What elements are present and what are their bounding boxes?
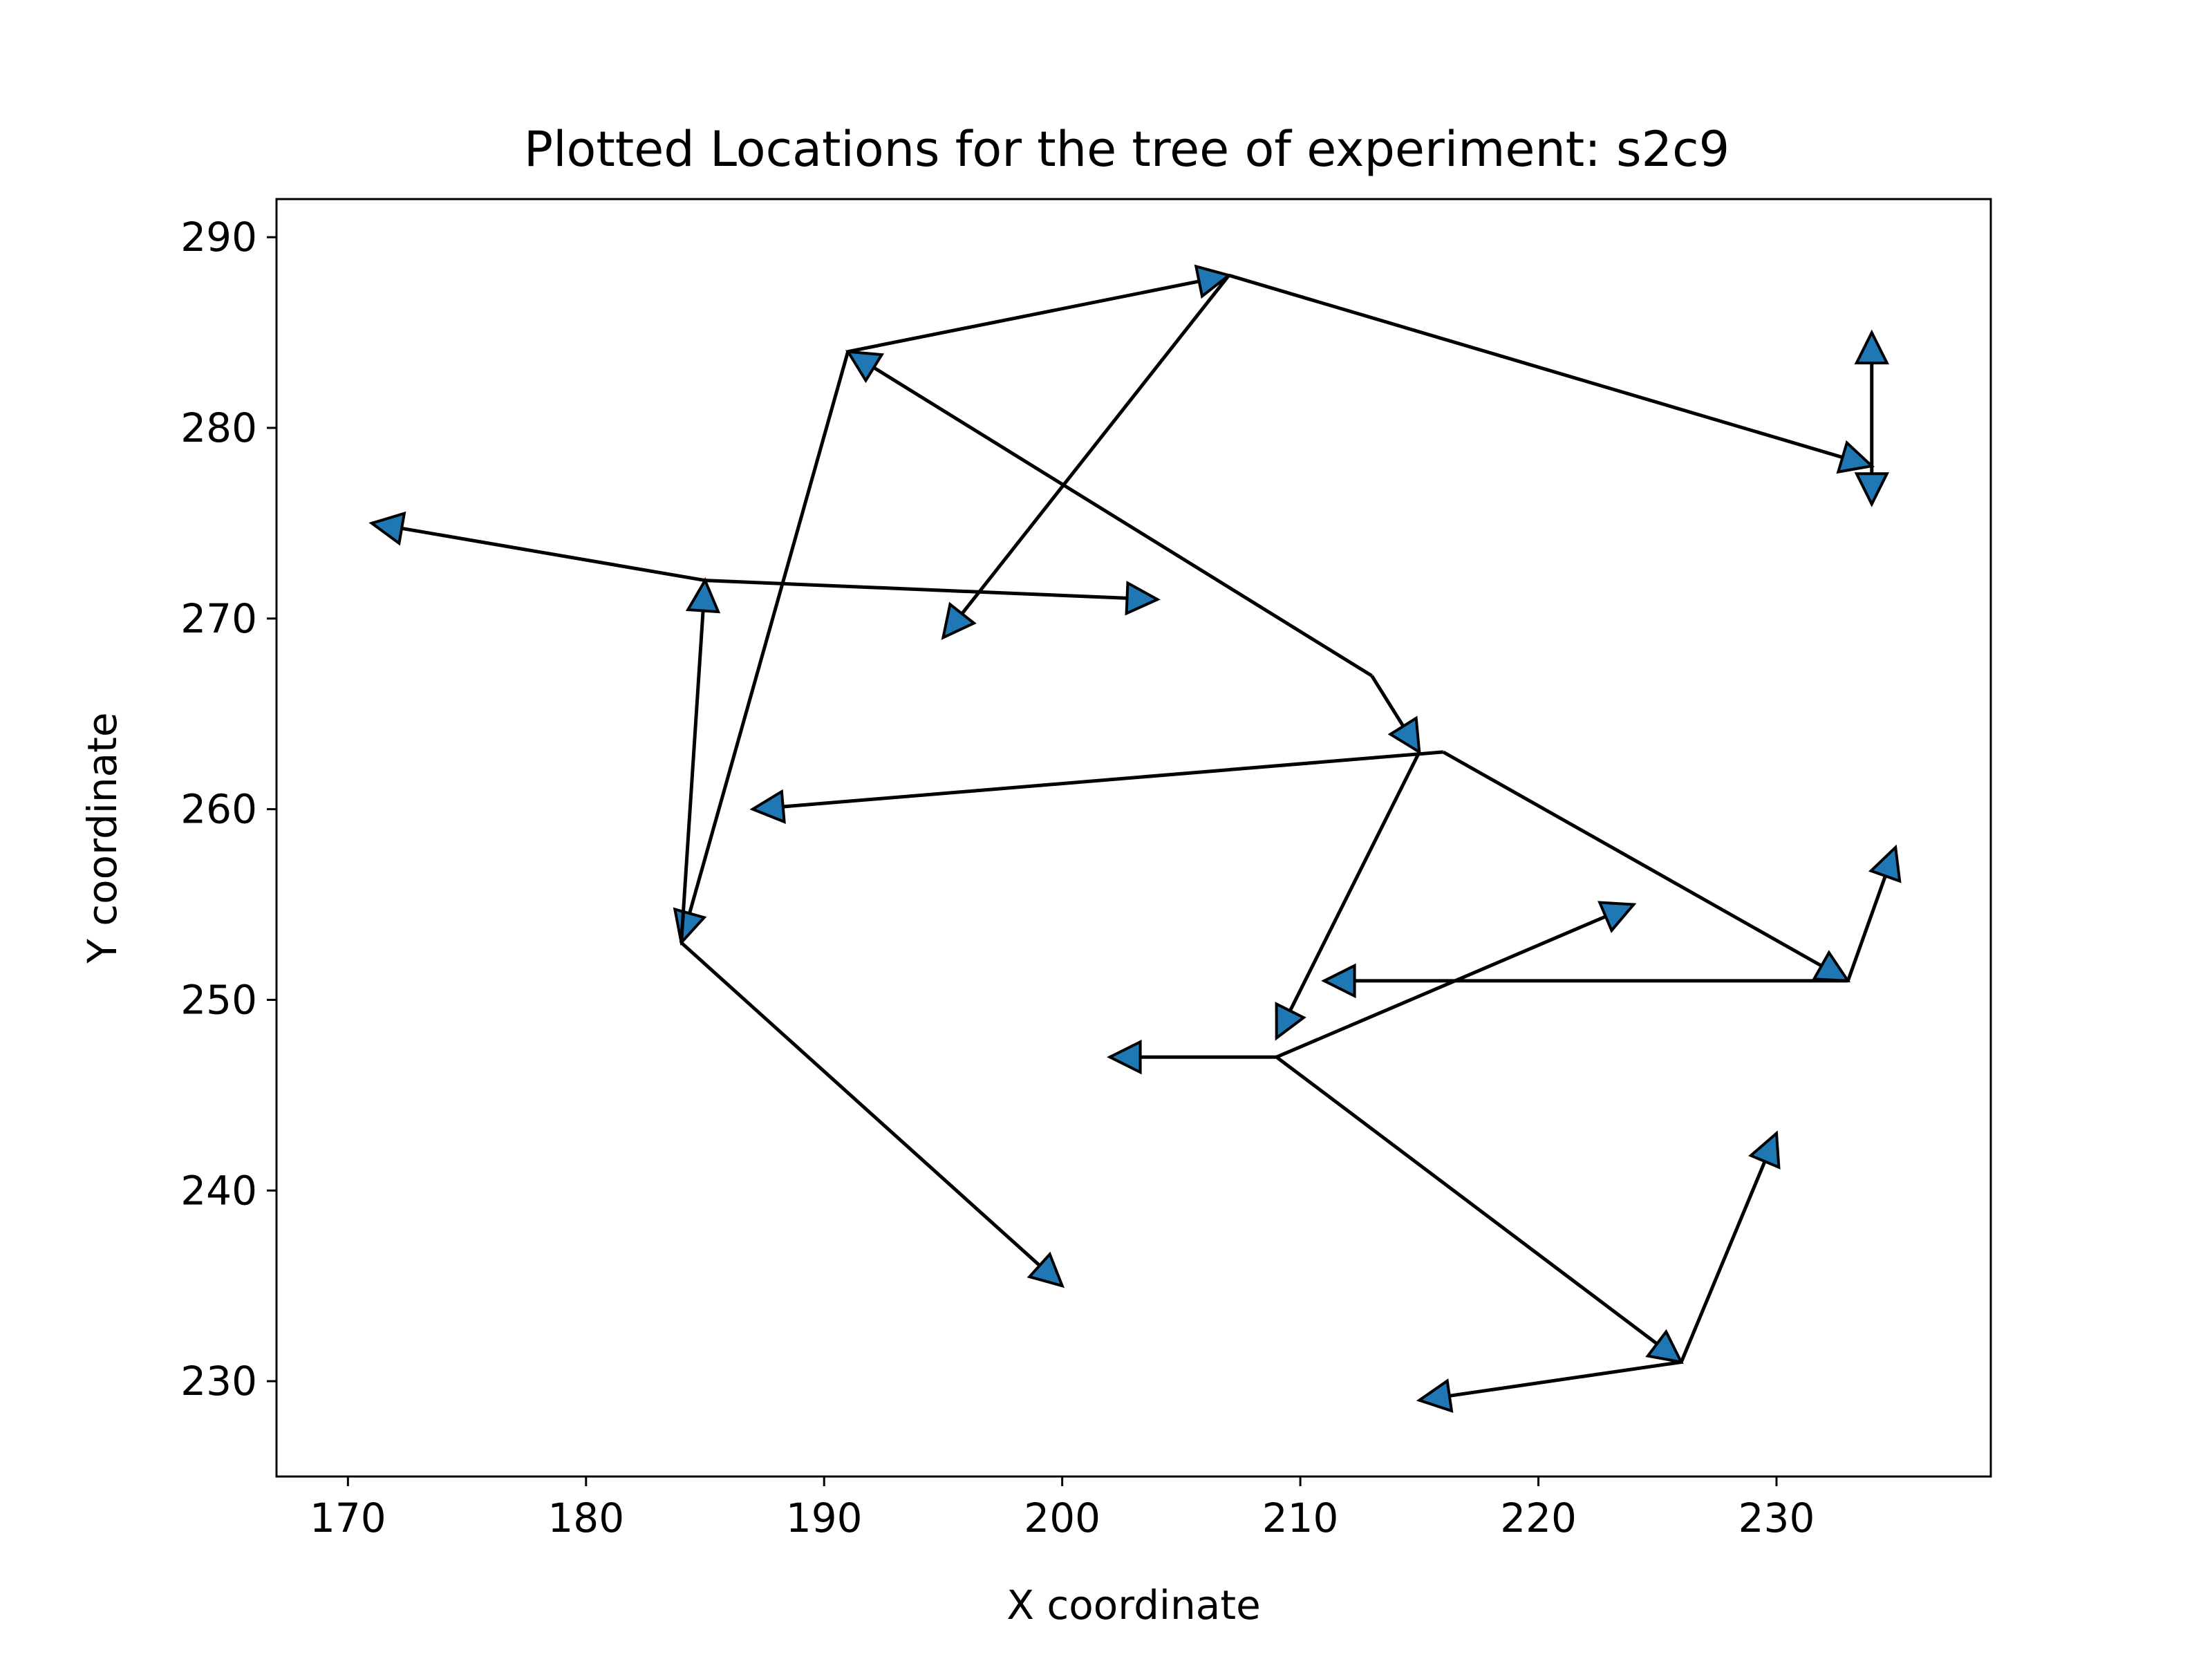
y-tick-label: 240 bbox=[180, 1167, 257, 1214]
x-tick-label: 210 bbox=[1262, 1494, 1339, 1541]
y-axis: 230 240 250 260 270 280 290 bbox=[180, 214, 276, 1405]
arrow-line bbox=[847, 350, 1373, 677]
arrow-line bbox=[752, 750, 1443, 812]
y-tick-label: 280 bbox=[180, 404, 257, 451]
arrow-head-marker bbox=[1107, 1039, 1142, 1075]
x-tick-label: 230 bbox=[1738, 1494, 1815, 1541]
x-axis-label: X coordinate bbox=[1006, 1582, 1261, 1629]
arrow-head-marker bbox=[685, 577, 721, 614]
arrow-head-marker bbox=[749, 789, 786, 824]
arrow-head-marker bbox=[845, 350, 885, 384]
arrow-line bbox=[679, 580, 707, 943]
arrow-line bbox=[1679, 1132, 1779, 1363]
y-tick-label: 250 bbox=[180, 976, 257, 1023]
arrow-line bbox=[1275, 751, 1421, 1039]
x-tick-label: 220 bbox=[1500, 1494, 1577, 1541]
arrow-head-marker bbox=[1748, 1130, 1781, 1170]
y-tick-label: 290 bbox=[180, 214, 257, 261]
arrow-line bbox=[941, 274, 1230, 639]
arrow-head-marker bbox=[1027, 1251, 1065, 1288]
y-axis-label: Y coordinate bbox=[79, 712, 126, 964]
x-axis: 170 180 190 200 210 220 230 bbox=[310, 1477, 1815, 1541]
x-tick-label: 170 bbox=[310, 1494, 386, 1541]
arrow-line bbox=[371, 521, 706, 583]
arrow-head-marker bbox=[1275, 1002, 1306, 1041]
arrow-head-marker bbox=[1597, 901, 1637, 933]
arrow-head-marker bbox=[1416, 1378, 1454, 1414]
arrow-line bbox=[847, 273, 1230, 354]
arrow-head-marker bbox=[1387, 715, 1421, 755]
arrow-head-marker bbox=[1854, 329, 1890, 365]
arrow-head-marker bbox=[368, 511, 406, 546]
axes-frame bbox=[275, 198, 1992, 1478]
arrow-head-marker bbox=[1868, 844, 1902, 883]
x-tick-label: 190 bbox=[786, 1494, 863, 1541]
arrow-head-marker bbox=[1194, 264, 1232, 299]
arrow-head-marker bbox=[941, 601, 977, 640]
x-tick-label: 200 bbox=[1024, 1494, 1100, 1541]
arrow-line bbox=[679, 350, 850, 944]
arrow-head-marker bbox=[1321, 963, 1356, 999]
arrow-line bbox=[704, 579, 1158, 601]
arrow-head-marker bbox=[1854, 472, 1890, 507]
plot-area bbox=[368, 264, 1902, 1414]
arrow-line bbox=[1275, 1056, 1683, 1364]
arrow-head-marker bbox=[1836, 440, 1875, 474]
x-tick-label: 180 bbox=[547, 1494, 624, 1541]
arrow-line bbox=[1228, 273, 1873, 468]
y-tick-label: 270 bbox=[180, 595, 257, 642]
arrow-line bbox=[679, 941, 1064, 1288]
arrow-line bbox=[1418, 1360, 1682, 1403]
y-tick-label: 260 bbox=[180, 786, 257, 833]
arrow-line bbox=[1442, 750, 1849, 983]
arrow-head-marker bbox=[1645, 1329, 1684, 1365]
arrow-head-marker bbox=[1125, 581, 1161, 616]
chart-title: Plotted Locations for the tree of experi… bbox=[524, 121, 1730, 178]
y-tick-label: 230 bbox=[180, 1358, 257, 1405]
